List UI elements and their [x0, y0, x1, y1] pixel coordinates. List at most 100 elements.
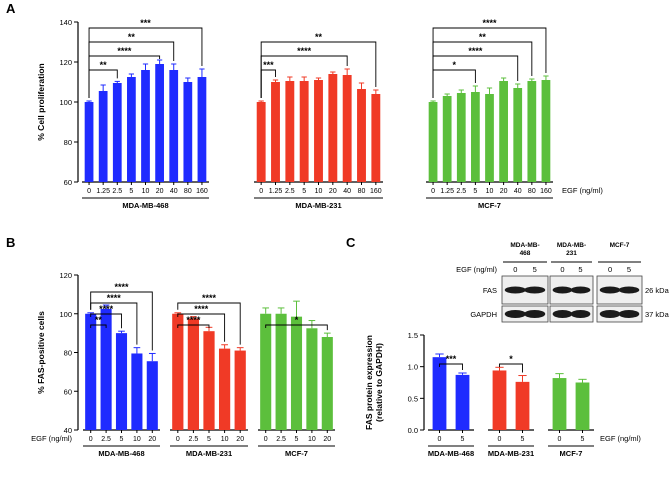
x-tick-label: 0 — [558, 436, 562, 443]
significance-label: **** — [186, 315, 201, 325]
significance-bracket — [439, 363, 463, 370]
bar — [527, 81, 537, 182]
bar — [218, 348, 231, 430]
cell-line-label: MDA-MB- — [510, 242, 539, 249]
significance-label: ** — [479, 32, 487, 42]
bar — [371, 94, 381, 182]
bar — [98, 91, 108, 182]
group-label: MCF-7 — [285, 449, 308, 458]
y-axis-label: % Cell proliferation — [36, 63, 46, 140]
x-tick-label: 5 — [295, 436, 299, 443]
group-label: MDA-MB-231 — [186, 449, 232, 458]
blot-band — [504, 310, 526, 318]
bar — [85, 313, 97, 430]
significance-bracket — [432, 27, 547, 98]
blot-band — [599, 286, 621, 294]
x-tick-label: 5 — [461, 436, 465, 443]
bar — [299, 81, 309, 182]
bar — [197, 77, 207, 182]
x-tick-label: 10 — [221, 436, 229, 443]
cell-line-label: 468 — [520, 250, 531, 257]
panel-label-c: C — [346, 235, 356, 250]
x-unit-label: EGF (ng/ml) — [562, 186, 603, 195]
significance-label: **** — [114, 282, 129, 292]
significance-bracket — [177, 324, 210, 328]
significance-label: **** — [99, 304, 114, 314]
group-label: MDA-MB-468 — [122, 201, 168, 210]
y-tick-label: 100 — [59, 98, 72, 107]
x-tick-label: 0 — [431, 188, 435, 195]
y-tick-label: 0.0 — [408, 426, 418, 435]
x-tick-label: 40 — [514, 188, 522, 195]
significance-label: *** — [446, 354, 457, 364]
blot-band — [618, 286, 640, 294]
significance-bracket — [177, 313, 226, 342]
x-tick-label: 40 — [170, 188, 178, 195]
bar — [187, 318, 200, 430]
y-tick-label: 1.0 — [408, 363, 418, 372]
blot-band — [524, 286, 546, 294]
x-tick-label: 5 — [302, 188, 306, 195]
bar — [183, 82, 193, 182]
bar — [169, 70, 179, 182]
cell-line-label: 231 — [566, 250, 577, 257]
x-tick-label: 20 — [500, 188, 508, 195]
lane-label: 5 — [578, 265, 582, 274]
significance-bracket — [499, 363, 523, 373]
bar — [492, 370, 507, 430]
blot-egf-label: EGF (ng/ml) — [456, 265, 497, 274]
significance-bracket — [265, 324, 328, 331]
x-tick-label: 20 — [148, 436, 156, 443]
blot-band — [599, 310, 621, 318]
panel-label-a: A — [6, 1, 16, 16]
y-tick-label: 120 — [59, 271, 72, 280]
bar — [131, 353, 143, 430]
group-label: MCF-7 — [560, 449, 583, 458]
x-tick-label: 5 — [207, 436, 211, 443]
significance-bracket — [432, 69, 476, 98]
significance-label: ** — [95, 315, 103, 325]
bar — [328, 74, 338, 182]
y-tick-label: 100 — [59, 310, 72, 319]
x-tick-label: 2.5 — [189, 436, 199, 443]
bar — [141, 70, 150, 182]
bar — [275, 313, 287, 430]
significance-label: **** — [107, 293, 122, 303]
bar — [456, 93, 466, 182]
blot-band — [570, 310, 591, 318]
group-label: MCF-7 — [478, 201, 501, 210]
bar — [455, 374, 470, 430]
significance-bracket — [260, 41, 377, 98]
x-tick-label: 5 — [129, 188, 133, 195]
significance-label: **** — [468, 46, 483, 56]
x-tick-label: 2.5 — [456, 188, 466, 195]
x-tick-label: 1.25 — [269, 188, 283, 195]
significance-bracket — [90, 313, 122, 329]
x-tick-label: 5 — [581, 436, 585, 443]
bar — [172, 313, 184, 430]
bar — [357, 89, 366, 182]
bar — [342, 75, 352, 182]
bar — [515, 381, 530, 430]
y-tick-label: 120 — [59, 58, 72, 67]
y-tick-label: 40 — [64, 426, 72, 435]
bar — [485, 94, 494, 182]
significance-label: **** — [202, 293, 217, 303]
bar — [234, 350, 246, 430]
x-tick-label: 0 — [176, 436, 180, 443]
group-label: MDA-MB-231 — [295, 201, 341, 210]
x-unit-label: EGF (ng/ml) — [31, 434, 72, 443]
bar — [115, 333, 128, 430]
y-tick-label: 80 — [64, 349, 72, 358]
x-tick-label: 20 — [236, 436, 244, 443]
cell-line-label: MDA-MB- — [557, 242, 586, 249]
x-tick-label: 2.5 — [101, 436, 111, 443]
bar — [499, 81, 508, 182]
bar — [112, 83, 122, 182]
cell-line-label: MCF-7 — [610, 242, 630, 249]
bar — [271, 82, 280, 182]
x-tick-label: 40 — [343, 188, 351, 195]
x-tick-label: 20 — [156, 188, 164, 195]
